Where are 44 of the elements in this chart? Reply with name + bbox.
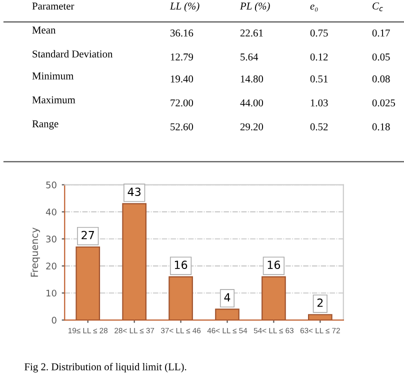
text: 0.12 xyxy=(310,53,328,61)
text: 44.00 xyxy=(240,99,264,106)
text: LL (%) xyxy=(170,2,200,12)
y-tick-label: 40 xyxy=(46,208,56,216)
text: 22.61 xyxy=(240,30,263,37)
text: 0.025 xyxy=(372,99,396,106)
text: Mean xyxy=(32,26,56,34)
y-tick-label: 50 xyxy=(46,182,56,188)
text: 0.17 xyxy=(372,30,390,37)
data-label: 16 xyxy=(174,260,188,270)
y-tick-label: 10 xyxy=(46,290,56,297)
text: 29.20 xyxy=(240,123,264,130)
text: PL (%) xyxy=(240,2,270,12)
text: 5.64 xyxy=(240,53,258,61)
text: 19.40 xyxy=(170,75,194,82)
text: 0.05 xyxy=(372,53,390,61)
data-label: 2 xyxy=(317,298,323,307)
text: Range xyxy=(32,120,58,130)
text: 0.08 xyxy=(372,75,390,82)
text: 0.75 xyxy=(310,30,328,37)
text: Standard Deviation xyxy=(32,50,113,58)
data-label: 16 xyxy=(268,260,280,270)
text: 72.00 xyxy=(170,99,194,106)
y-tick-label: 0 xyxy=(52,316,56,324)
y-axis-title: Frequency xyxy=(30,228,40,277)
text: 0.18 xyxy=(372,123,390,130)
text: 36.16 xyxy=(170,30,194,37)
text: 12.79 xyxy=(170,53,194,61)
data-label: 43 xyxy=(128,188,141,196)
data-label: 4 xyxy=(224,293,230,302)
text: 0.52 xyxy=(310,123,328,130)
text: Maximum xyxy=(32,96,76,104)
text: C$_{c}$ xyxy=(372,2,383,12)
y-tick-label: 30 xyxy=(46,236,56,242)
text: 52.60 xyxy=(170,123,194,130)
text: Minimum xyxy=(32,72,74,80)
text: e₀ xyxy=(310,4,318,12)
data-label: 27 xyxy=(82,230,94,240)
text: 14.80 xyxy=(240,75,264,82)
y-tick-label: 20 xyxy=(46,262,56,270)
caption: Fig 2. Distribution of liquid limit (LL). xyxy=(24,362,186,372)
text: Parameter xyxy=(32,2,74,10)
text: 1.03 xyxy=(310,99,328,106)
text: 0.51 xyxy=(310,75,328,82)
